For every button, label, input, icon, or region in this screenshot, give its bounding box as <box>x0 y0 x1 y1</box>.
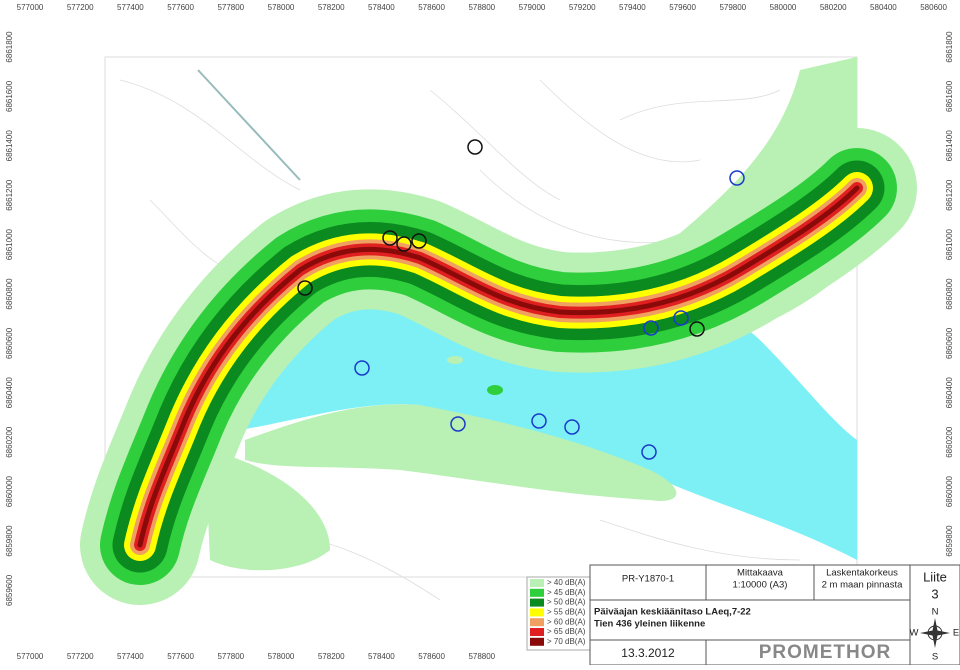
top-coordinate: 577000 <box>17 3 44 12</box>
bottom-coordinate: 578400 <box>368 652 395 661</box>
right-coordinate: 6861000 <box>945 228 954 260</box>
title-block-frame <box>589 564 960 666</box>
right-coordinate: 6860200 <box>945 426 954 458</box>
island <box>447 356 463 364</box>
island <box>487 385 503 395</box>
right-coordinate: 6859800 <box>945 525 954 557</box>
legend: > 40 dB(A)> 45 dB(A)> 50 dB(A)> 55 dB(A)… <box>526 576 591 651</box>
south-land <box>205 450 330 571</box>
bottom-coordinate: 577800 <box>217 652 244 661</box>
top-coordinate: 578600 <box>418 3 445 12</box>
bottom-coordinate: 577000 <box>17 652 44 661</box>
stream <box>197 69 301 181</box>
legend-label: > 55 dB(A) <box>547 608 586 617</box>
height: 2 m maan pinnasta <box>822 580 904 591</box>
left-coordinate: 6860400 <box>5 377 14 409</box>
left-coordinate: 6861600 <box>5 80 14 112</box>
map-area <box>80 56 917 605</box>
map-subtitle: Tien 436 yleinen liikenne <box>594 619 705 630</box>
top-coordinate: 579800 <box>719 3 746 12</box>
right-coordinate: 6860600 <box>945 327 954 359</box>
legend-swatch <box>530 598 544 607</box>
south-shore-land <box>245 404 677 501</box>
appendix-label: Liite <box>923 569 947 584</box>
contours <box>119 79 801 601</box>
legend-swatch <box>530 628 544 636</box>
compass-n: N <box>932 607 939 618</box>
left-coordinate: 6861400 <box>5 130 14 162</box>
left-coordinate: 6861800 <box>5 31 14 63</box>
right-coordinate: 6861600 <box>945 80 954 112</box>
bottom-coordinate: 578800 <box>468 652 495 661</box>
map-title: Päiväajan keskiäänitaso LAeq,7-22 <box>594 607 751 618</box>
title-block: PR-Y1870-1 Mittakaava 1:10000 (A3) Laske… <box>589 564 960 666</box>
left-coordinate: 6860600 <box>5 327 14 359</box>
scale-label: Mittakaava <box>737 568 784 579</box>
left-coordinate: 6860000 <box>5 475 14 507</box>
top-coordinate: 579200 <box>569 3 596 12</box>
company-logo: PROMETHOR <box>759 642 892 663</box>
right-coordinate: 6860000 <box>945 475 954 507</box>
right-coordinate: 6861800 <box>945 31 954 63</box>
legend-swatch <box>530 618 544 627</box>
top-coordinate: 577800 <box>217 3 244 12</box>
appendix-number: 3 <box>931 586 938 601</box>
right-coordinate: 6860800 <box>945 278 954 310</box>
top-coordinate: 577200 <box>67 3 94 12</box>
left-coordinate: 6861000 <box>5 228 14 260</box>
bottom-coordinate: 577400 <box>117 652 144 661</box>
top-coordinate: 580400 <box>870 3 897 12</box>
compass-s: S <box>932 652 938 663</box>
legend-swatch <box>530 588 544 597</box>
left-coordinate: 6859600 <box>5 574 14 606</box>
project-code: PR-Y1870-1 <box>622 574 674 585</box>
legend-label: > 40 dB(A) <box>547 578 586 587</box>
top-coordinate: 578000 <box>268 3 295 12</box>
height-label: Laskentakorkeus <box>826 568 898 579</box>
compass: N W E S <box>910 607 960 663</box>
scale: 1:10000 (A3) <box>733 580 788 591</box>
legend-swatch <box>530 637 544 646</box>
bottom-coordinate: 577600 <box>167 652 194 661</box>
top-coordinate: 578400 <box>368 3 395 12</box>
bottom-coordinate: 578000 <box>268 652 295 661</box>
bottom-coordinate: 578200 <box>318 652 345 661</box>
legend-label: > 45 dB(A) <box>547 588 586 597</box>
top-coordinate: 580600 <box>920 3 947 12</box>
road-noise-bands <box>80 128 917 605</box>
coordinate-labels: 577000 577200 577400 577600 577800 578000 5782… <box>5 3 954 661</box>
legend-label: > 60 dB(A) <box>547 617 586 626</box>
date: 13.3.2012 <box>621 646 675 660</box>
compass-e: E <box>953 628 959 639</box>
legend-label: > 65 dB(A) <box>547 627 586 636</box>
left-coordinate: 6860800 <box>5 278 14 310</box>
legend-swatch <box>530 579 544 587</box>
top-coordinate: 578800 <box>468 3 495 12</box>
right-coordinate: 6861200 <box>945 179 954 211</box>
top-coordinate: 579000 <box>519 3 546 12</box>
bottom-coordinate: 578600 <box>418 652 445 661</box>
compass-w: W <box>910 628 919 639</box>
left-coordinate: 6859800 <box>5 525 14 557</box>
left-coordinate: 6861200 <box>5 179 14 211</box>
top-coordinate: 579600 <box>669 3 696 12</box>
legend-label: > 70 dB(A) <box>547 637 586 646</box>
top-coordinate: 579400 <box>619 3 646 12</box>
top-coordinate: 577400 <box>117 3 144 12</box>
legend-swatch <box>530 608 544 617</box>
top-coordinate: 578200 <box>318 3 345 12</box>
top-coordinate: 577600 <box>167 3 194 12</box>
legend-label: > 50 dB(A) <box>547 598 586 607</box>
right-coordinate: 6860400 <box>945 377 954 409</box>
noise-band <box>137 185 860 548</box>
left-coordinate: 6860200 <box>5 426 14 458</box>
top-coordinate: 580000 <box>770 3 797 12</box>
receivers <box>297 139 745 460</box>
bottom-coordinate: 577200 <box>67 652 94 661</box>
top-coordinate: 580200 <box>820 3 847 12</box>
right-coordinate: 6861400 <box>945 130 954 162</box>
